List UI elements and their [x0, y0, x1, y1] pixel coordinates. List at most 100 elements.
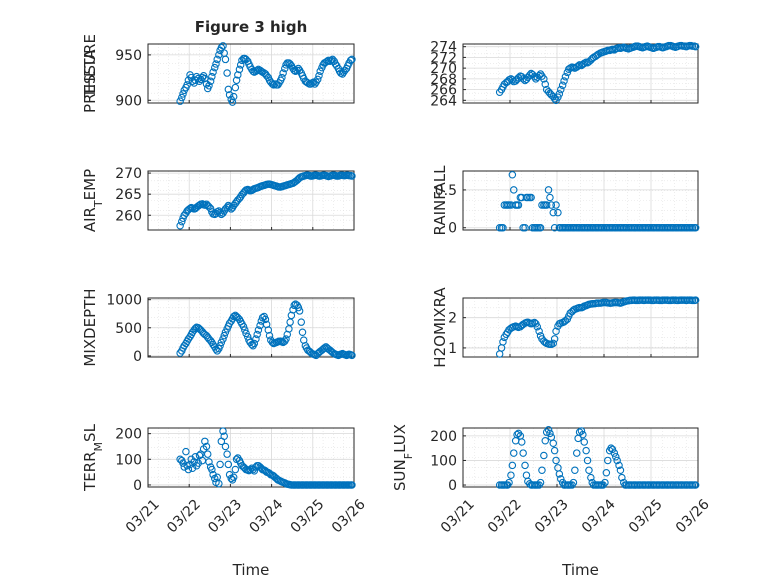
data-point [602, 468, 611, 477]
y-tick-label: 0 [133, 478, 142, 494]
y-tick-label: 265 [115, 187, 142, 203]
data-point [601, 478, 609, 487]
data-point [216, 460, 224, 469]
y-axis-label: TERRMSL [81, 423, 105, 492]
data-point [286, 318, 294, 326]
data-point [201, 437, 209, 446]
data-point [574, 62, 582, 70]
y-tick-label: 1 [448, 341, 457, 357]
data-point [231, 83, 240, 92]
data-point [561, 72, 570, 81]
data-point [313, 75, 322, 84]
data-point [206, 77, 215, 85]
data-point [557, 475, 565, 483]
data-point [191, 324, 200, 333]
data-point [691, 481, 700, 489]
data-point [610, 449, 619, 457]
data-point [555, 470, 564, 478]
data-point [176, 222, 184, 230]
axes-frame [147, 170, 355, 231]
data-point [346, 56, 355, 65]
data-point [254, 326, 263, 334]
data-point [618, 473, 626, 482]
data-point [215, 479, 223, 488]
subplot-3: 260 265 270 AIRTEMP [81, 166, 356, 232]
y-tick-label: 264 [430, 93, 457, 109]
y-tick-label: 260 [115, 208, 142, 224]
data-point [525, 71, 534, 79]
data-point [202, 442, 211, 451]
data-point [527, 193, 535, 202]
data-point [533, 322, 542, 331]
data-point [224, 85, 233, 94]
data-point [583, 456, 592, 465]
y-tick-label: 270 [430, 61, 457, 77]
data-point [572, 449, 581, 457]
y-tick-label: 100 [115, 452, 142, 468]
data-point [221, 55, 230, 64]
data-point [552, 201, 560, 209]
data-point [513, 430, 521, 439]
data-point [544, 186, 553, 194]
data-point [541, 80, 549, 88]
data-point [253, 330, 261, 339]
data-point [508, 461, 517, 470]
data-point [558, 81, 567, 90]
data-point [540, 451, 548, 460]
data-point [295, 307, 304, 315]
data-point [182, 447, 190, 456]
data-point [540, 75, 548, 83]
data-point [234, 71, 242, 79]
y-axis-label: THETA [81, 49, 99, 99]
data-point [176, 97, 184, 105]
y-tick-label: 268 [430, 72, 457, 88]
data-point [231, 311, 240, 320]
y-axis-label: RAINFALL [431, 165, 449, 236]
data-point [557, 85, 565, 94]
data-point [179, 90, 187, 98]
data-point [514, 201, 523, 209]
data-point [550, 335, 559, 343]
y-tick-label: 200 [115, 427, 142, 443]
data-point [579, 430, 587, 439]
data-point [290, 301, 299, 310]
data-point [541, 437, 549, 445]
data-point [206, 336, 215, 345]
data-point [184, 465, 193, 474]
data-point [194, 324, 203, 332]
data-point [613, 456, 621, 465]
data-point [261, 315, 270, 324]
data-point [228, 98, 237, 106]
data-point [212, 60, 220, 68]
data-point [229, 312, 238, 321]
data-point [514, 74, 523, 82]
data-point [348, 172, 356, 180]
data-point [278, 73, 286, 82]
data-point [219, 42, 227, 50]
data-point [508, 171, 517, 179]
y-axis-label: SUNFLUX [391, 424, 415, 491]
data-point [183, 81, 191, 89]
x-axis-label: Time [232, 561, 270, 579]
data-point [348, 351, 356, 360]
data-point [546, 193, 554, 202]
data-point [519, 75, 527, 83]
data-point [235, 194, 244, 203]
data-point [536, 223, 545, 232]
data-point [691, 296, 700, 304]
data-point [535, 327, 543, 336]
data-point [223, 69, 231, 77]
data-point [282, 335, 290, 343]
data-point [507, 471, 515, 479]
data-point [608, 445, 617, 454]
data-point [229, 473, 238, 482]
data-point [585, 466, 593, 475]
y-axis-label: PRESSURE [81, 34, 99, 113]
data-point [521, 461, 529, 470]
data-point [239, 322, 248, 331]
data-point [691, 223, 700, 232]
data-point [554, 208, 562, 217]
